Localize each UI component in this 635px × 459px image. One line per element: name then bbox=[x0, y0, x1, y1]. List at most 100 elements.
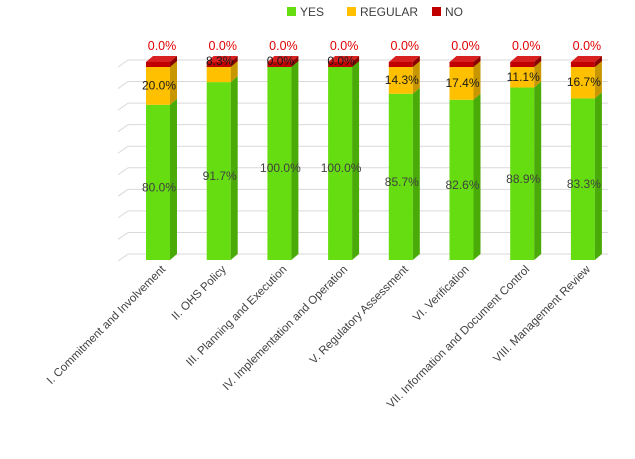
bar-yes-front bbox=[570, 98, 595, 260]
bar-no-side bbox=[170, 56, 177, 67]
bar-yes-side bbox=[170, 98, 177, 260]
gridline-wall bbox=[117, 188, 129, 197]
bar-regular-side bbox=[534, 60, 542, 88]
bar-yes-front bbox=[510, 87, 535, 260]
gridline-wall bbox=[117, 124, 129, 133]
bar-no-top bbox=[328, 56, 360, 62]
gridline-wall bbox=[117, 232, 129, 240]
bar-regular-front bbox=[388, 66, 413, 94]
data-labels: 80.0%20.0%0.0%91.7%8.3%0.0%100.0%0.0%0.0… bbox=[142, 39, 601, 194]
gridline-wall bbox=[117, 167, 129, 176]
label-regular: 11.1% bbox=[507, 70, 540, 84]
bar-no-top bbox=[510, 56, 542, 62]
bar-regular-front bbox=[206, 66, 231, 83]
label-no: 0.0% bbox=[330, 39, 359, 53]
gridline-wall bbox=[117, 145, 129, 154]
bar-yes-front bbox=[267, 66, 292, 260]
bar-regular-side bbox=[412, 60, 420, 94]
bar-no-top bbox=[206, 56, 238, 62]
bar-no-front bbox=[570, 62, 595, 67]
bar-yes-front bbox=[146, 104, 170, 260]
label-regular: 14.3% bbox=[385, 73, 419, 87]
x-tick-label: V. Regulatory Assessment bbox=[308, 263, 412, 367]
bar-no-front bbox=[328, 62, 353, 67]
label-regular: 0.0% bbox=[327, 54, 355, 68]
bar-yes-side bbox=[412, 87, 420, 260]
label-regular: 8.3% bbox=[206, 54, 234, 68]
gridline-wall bbox=[117, 59, 129, 68]
bar-regular-front bbox=[146, 66, 170, 105]
bar-yes-front bbox=[388, 93, 413, 260]
bar-regular-front bbox=[570, 66, 595, 99]
label-no: 0.0% bbox=[269, 39, 298, 53]
bar-yes-front bbox=[449, 99, 474, 260]
bar-regular-side bbox=[170, 60, 177, 105]
legend-label-no: NO bbox=[445, 5, 463, 19]
bar-regular-side bbox=[473, 60, 481, 100]
legend-label-yes: YES bbox=[300, 5, 324, 19]
label-no: 0.0% bbox=[148, 39, 177, 53]
gridline-wall bbox=[117, 210, 129, 219]
bar-yes-front bbox=[206, 82, 231, 261]
bar-no-side bbox=[594, 56, 602, 67]
bar-yes-side bbox=[352, 60, 360, 260]
bar-yes-side bbox=[291, 60, 299, 260]
bar-no-front bbox=[449, 62, 474, 67]
bar-regular-front bbox=[510, 66, 535, 88]
label-no: 0.0% bbox=[451, 39, 480, 53]
label-yes: 100.0% bbox=[321, 161, 362, 175]
label-yes: 83.3% bbox=[567, 177, 601, 191]
legend-swatch-regular bbox=[347, 7, 356, 16]
legend-label-regular: REGULAR bbox=[360, 5, 418, 19]
x-tick-label: VIII. Management Review bbox=[491, 263, 593, 365]
label-regular: 20.0% bbox=[142, 78, 176, 92]
bar-no-side bbox=[230, 56, 238, 67]
bar-no-side bbox=[352, 56, 360, 67]
label-yes: 100.0% bbox=[260, 161, 301, 175]
label-yes: 91.7% bbox=[203, 169, 237, 183]
bar-no-top bbox=[267, 56, 299, 62]
label-no: 0.0% bbox=[391, 39, 420, 53]
legend-swatch-yes bbox=[287, 7, 296, 16]
bar-regular-side bbox=[594, 60, 602, 99]
gridline-wall bbox=[117, 81, 129, 89]
bar-no-top bbox=[570, 56, 602, 62]
bar-regular-side bbox=[230, 60, 238, 83]
bar-no-front bbox=[388, 62, 413, 67]
bar-yes-side bbox=[534, 81, 542, 260]
bar-regular-front bbox=[449, 66, 474, 100]
bar-yes-side bbox=[473, 93, 481, 260]
legend: YES REGULAR NO bbox=[287, 5, 463, 19]
label-yes: 85.7% bbox=[385, 175, 419, 189]
bar-no-side bbox=[291, 56, 299, 67]
gridline-wall bbox=[117, 102, 129, 111]
x-tick-label: IV. Implementation and Operation bbox=[221, 264, 350, 393]
bar-no-front bbox=[267, 62, 292, 67]
label-no: 0.0% bbox=[208, 39, 237, 53]
bar-yes-front bbox=[328, 66, 353, 260]
label-no: 0.0% bbox=[573, 39, 602, 53]
label-regular: 16.7% bbox=[567, 75, 601, 89]
label-yes: 80.0% bbox=[142, 180, 176, 194]
bars bbox=[146, 56, 602, 261]
gridline-wall bbox=[117, 253, 129, 262]
bar-no-side bbox=[534, 56, 542, 67]
x-tick-label: I. Commitment and Involvement bbox=[45, 263, 169, 387]
x-tick-label: II. OHS Policy bbox=[170, 263, 229, 322]
bar-no-front bbox=[510, 62, 535, 67]
bar-no-front bbox=[146, 62, 170, 67]
bar-yes-side bbox=[594, 92, 602, 260]
bar-no-front bbox=[206, 62, 231, 67]
label-yes: 88.9% bbox=[506, 172, 540, 186]
bar-no-side bbox=[473, 56, 481, 67]
label-no: 0.0% bbox=[512, 39, 541, 53]
label-regular: 0.0% bbox=[267, 54, 295, 68]
bar-yes-side bbox=[230, 76, 238, 261]
bar-no-top bbox=[449, 56, 481, 62]
bar-no-top bbox=[388, 56, 420, 62]
x-tick-label: VI. Verification bbox=[411, 264, 471, 324]
label-yes: 82.6% bbox=[445, 178, 479, 192]
bar-no-top bbox=[146, 56, 177, 62]
bar-no-side bbox=[412, 56, 420, 67]
